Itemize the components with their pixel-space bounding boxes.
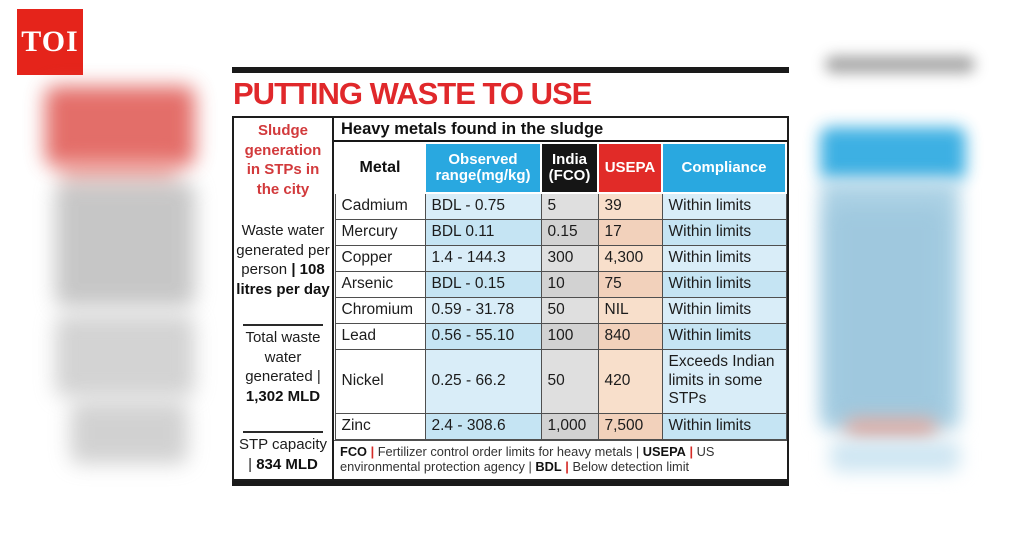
col-header-usepa: USEPA <box>597 142 663 194</box>
cell-usepa: 7,500 <box>597 412 663 440</box>
table-caption: Heavy metals found in the sludge <box>334 118 787 142</box>
header-row: Metal Observed range(mg/kg) India (FCO) … <box>334 142 787 194</box>
blur-blob <box>830 440 960 472</box>
bottom-rule <box>232 480 789 486</box>
cell-observed-range: BDL 0.11 <box>424 218 542 246</box>
cell-observed-range: 0.25 - 66.2 <box>424 348 542 414</box>
metals-table-section: Heavy metals found in the sludge Metal O… <box>334 118 787 479</box>
blur-blob <box>60 158 178 184</box>
stat-stp-capacity: STP capacity | 834 MLD <box>236 428 330 474</box>
table-row: Mercury BDL 0.11 0.15 17 Within limits <box>334 218 787 246</box>
pipe-separator: | <box>528 459 532 474</box>
cell-metal: Lead <box>334 322 426 350</box>
cell-usepa: 75 <box>597 270 663 298</box>
footnote-text: US environmental protection agency <box>340 443 715 475</box>
footnote-term: FCO <box>340 443 368 459</box>
blur-blob <box>828 205 946 420</box>
divider <box>243 324 323 327</box>
cell-observed-range: 1.4 - 144.3 <box>424 244 542 272</box>
table-footnote: FCO | Fertilizer control order limits fo… <box>334 439 787 479</box>
table-row: Arsenic BDL - 0.15 10 75 Within limits <box>334 270 787 298</box>
cell-metal: Cadmium <box>334 192 426 220</box>
cell-india-fco: 10 <box>540 270 599 298</box>
cell-observed-range: 0.59 - 31.78 <box>424 296 542 324</box>
col-header-compliance: Compliance <box>661 142 787 194</box>
stat-value: 1,302 MLD <box>245 387 321 405</box>
sidebar: Sludge generation in STPs in the city Wa… <box>234 118 334 479</box>
sidebar-heading: Sludge generation in STPs in the city <box>244 122 322 198</box>
blur-blob <box>55 315 195 397</box>
cell-india-fco: 50 <box>540 348 599 414</box>
table-row: Cadmium BDL - 0.75 5 39 Within limits <box>334 192 787 220</box>
top-rule <box>232 67 789 73</box>
infographic-title: PUTTING WASTE TO USE <box>233 76 592 111</box>
footnote-term: BDL <box>535 459 562 474</box>
cell-usepa: 840 <box>597 322 663 350</box>
content-box: Sludge generation in STPs in the city Wa… <box>232 116 789 481</box>
stat-label: STP capacity | <box>238 436 328 473</box>
stat-total-waste-water: Total waste water generated | 1,302 MLD <box>236 321 330 406</box>
cell-observed-range: BDL - 0.15 <box>424 270 542 298</box>
stat-waste-water-per-person: Waste water generated per person | 108 l… <box>236 221 330 299</box>
cell-compliance: Within limits <box>661 296 787 324</box>
toi-logo: TOI <box>17 9 83 75</box>
cell-india-fco: 0.15 <box>540 218 599 246</box>
stat-label: Waste water generated per person <box>236 222 330 279</box>
cell-compliance: Within limits <box>661 192 787 220</box>
cell-compliance: Within limits <box>661 322 787 350</box>
blur-blob <box>55 182 195 307</box>
pipe-separator: | <box>565 459 569 474</box>
cell-india-fco: 100 <box>540 322 599 350</box>
footnote-text: Below detection limit <box>572 459 690 474</box>
cell-metal: Zinc <box>334 412 426 440</box>
cell-metal: Nickel <box>334 348 426 414</box>
cell-compliance: Within limits <box>661 244 787 272</box>
blur-blob <box>845 418 937 440</box>
cell-usepa: 4,300 <box>597 244 663 272</box>
stat-value: 834 MLD <box>256 455 318 473</box>
table-row: Copper 1.4 - 144.3 300 4,300 Within limi… <box>334 244 787 272</box>
pipe-separator: | <box>635 443 640 459</box>
cell-usepa: NIL <box>597 296 663 324</box>
pipe-separator: | <box>370 443 375 459</box>
stat-value: | 108 litres per day <box>236 261 330 298</box>
cell-compliance: Within limits <box>661 218 787 246</box>
cell-india-fco: 1,000 <box>540 412 599 440</box>
col-header-india-fco: India (FCO) <box>540 142 599 194</box>
table-row: Zinc 2.4 - 308.6 1,000 7,500 Within limi… <box>334 412 787 440</box>
footnote-term: USEPA <box>642 443 686 459</box>
blur-blob <box>45 86 195 166</box>
blur-blob <box>820 127 966 180</box>
infographic: PUTTING WASTE TO USE Sludge generation i… <box>232 62 789 486</box>
footnote-text: Fertilizer control order limits for heav… <box>377 443 633 459</box>
cell-india-fco: 300 <box>540 244 599 272</box>
cell-observed-range: 0.56 - 55.10 <box>424 322 542 350</box>
pipe-separator: | <box>689 443 694 459</box>
blur-blob <box>70 402 188 464</box>
cell-metal: Mercury <box>334 218 426 246</box>
cell-compliance: Within limits <box>661 270 787 298</box>
cell-observed-range: 2.4 - 308.6 <box>424 412 542 440</box>
cell-observed-range: BDL - 0.75 <box>424 192 542 220</box>
table-row: Nickel 0.25 - 66.2 50 420 Exceeds Indian… <box>334 348 787 414</box>
table-row: Chromium 0.59 - 31.78 50 NIL Within limi… <box>334 296 787 324</box>
metals-table: Metal Observed range(mg/kg) India (FCO) … <box>334 142 787 440</box>
cell-compliance: Within limits <box>661 412 787 440</box>
col-header-metal: Metal <box>334 142 426 194</box>
table-row: Lead 0.56 - 55.10 100 840 Within limits <box>334 322 787 350</box>
cell-compliance: Exceeds Indian limits in some STPs <box>661 348 787 414</box>
cell-metal: Chromium <box>334 296 426 324</box>
cell-usepa: 39 <box>597 192 663 220</box>
cell-usepa: 420 <box>597 348 663 414</box>
blur-blob <box>825 56 975 73</box>
cell-usepa: 17 <box>597 218 663 246</box>
stat-label: Total waste water generated | <box>245 329 321 386</box>
col-header-observed-range: Observed range(mg/kg) <box>424 142 542 194</box>
cell-metal: Arsenic <box>334 270 426 298</box>
divider <box>243 431 323 434</box>
cell-india-fco: 5 <box>540 192 599 220</box>
cell-india-fco: 50 <box>540 296 599 324</box>
cell-metal: Copper <box>334 244 426 272</box>
